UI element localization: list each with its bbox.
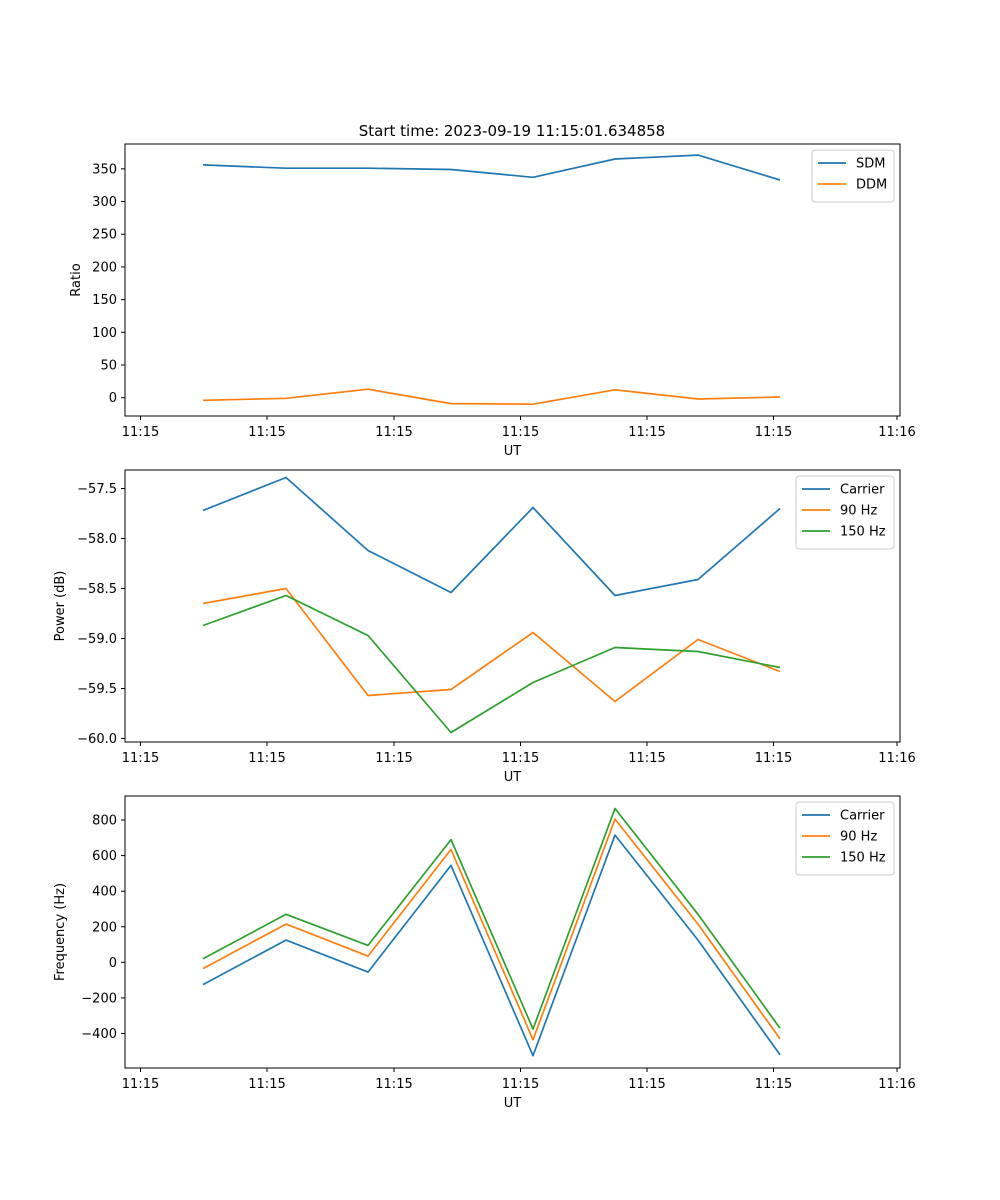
y-tick-label: −59.5 bbox=[77, 682, 117, 697]
x-tick-label: 11:15 bbox=[755, 425, 792, 440]
x-tick-label: 11:15 bbox=[122, 425, 159, 440]
axes-frame bbox=[124, 469, 901, 743]
x-tick-label: 11:15 bbox=[248, 751, 285, 766]
x-tick-label: 11:15 bbox=[375, 1077, 412, 1092]
legend-label: 150 Hz bbox=[840, 525, 886, 540]
x-axis-label: UT bbox=[504, 770, 522, 785]
y-axis-label: Power (dB) bbox=[53, 571, 68, 642]
legend-label: SDM bbox=[856, 157, 885, 172]
x-tick-label: 11:15 bbox=[628, 425, 665, 440]
y-tick-label: 150 bbox=[92, 293, 117, 308]
y-tick-label: 200 bbox=[92, 260, 117, 275]
y-tick-label: −400 bbox=[81, 1027, 117, 1042]
x-tick-label: 11:15 bbox=[502, 1077, 539, 1092]
x-tick-label: 11:15 bbox=[755, 751, 792, 766]
series-line-90-hz bbox=[202, 587, 781, 703]
legend-label: Carrier bbox=[840, 809, 885, 824]
x-tick-label: 11:16 bbox=[878, 1077, 915, 1092]
panel-3: −400 −200 0 200 400 600 800 11:15 11:15 11:15 11:1… bbox=[53, 795, 916, 1111]
x-tick-label: 11:15 bbox=[248, 425, 285, 440]
legend-label: Carrier bbox=[840, 483, 885, 498]
y-tick-label: −58.5 bbox=[77, 582, 117, 597]
chart-title: Start time: 2023-09-19 11:15:01.634858 bbox=[359, 122, 665, 140]
y-tick-label: 250 bbox=[92, 228, 117, 243]
series-line-150-hz bbox=[202, 594, 781, 734]
y-tick-label: −58.0 bbox=[77, 532, 117, 547]
series-line-90-hz bbox=[202, 818, 781, 1041]
x-tick-label: 11:15 bbox=[502, 425, 539, 440]
legend-label: DDM bbox=[856, 178, 887, 193]
y-axis-label: Frequency (Hz) bbox=[53, 883, 68, 981]
y-tick-label: −57.5 bbox=[77, 482, 117, 497]
y-tick-label: 600 bbox=[92, 849, 117, 864]
panel-2: −60.0 −59.5 −59.0 −58.5 −58.0 −57.5 11:15 11:15… bbox=[53, 469, 916, 785]
y-axis-label: Ratio bbox=[69, 263, 84, 296]
y-tick-label: 100 bbox=[92, 326, 117, 341]
x-tick-label: 11:15 bbox=[375, 425, 412, 440]
panel-1: 0 50 100 150 200 250 300 350 11:15 11:15 11:15 11:1… bbox=[69, 143, 916, 459]
series-line-sdm bbox=[202, 154, 781, 181]
x-tick-label: 11:16 bbox=[878, 425, 915, 440]
y-tick-label: 50 bbox=[100, 359, 117, 374]
y-tick-label: 300 bbox=[92, 195, 117, 210]
axes-frame bbox=[124, 143, 901, 417]
series-line-carrier bbox=[202, 834, 781, 1057]
x-tick-label: 11:15 bbox=[122, 751, 159, 766]
series-line-150-hz bbox=[202, 807, 781, 1030]
y-tick-label: 350 bbox=[92, 162, 117, 177]
y-tick-label: 400 bbox=[92, 885, 117, 900]
axes-frame bbox=[124, 795, 901, 1069]
x-tick-label: 11:15 bbox=[375, 751, 412, 766]
x-axis-label: UT bbox=[504, 444, 522, 459]
y-tick-label: 800 bbox=[92, 814, 117, 829]
x-tick-label: 11:15 bbox=[628, 1077, 665, 1092]
y-tick-label: 0 bbox=[109, 956, 117, 971]
y-tick-label: 200 bbox=[92, 920, 117, 935]
x-tick-label: 11:15 bbox=[502, 751, 539, 766]
legend-label: 90 Hz bbox=[840, 504, 877, 519]
x-tick-label: 11:15 bbox=[755, 1077, 792, 1092]
x-tick-label: 11:15 bbox=[628, 751, 665, 766]
legend-label: 150 Hz bbox=[840, 851, 886, 866]
plots: 0 50 100 150 200 250 300 350 11:15 11:15 11:15 11:1… bbox=[53, 143, 916, 1111]
y-tick-label: 0 bbox=[109, 391, 117, 406]
legend-label: 90 Hz bbox=[840, 830, 877, 845]
x-tick-label: 11:16 bbox=[878, 751, 915, 766]
x-tick-label: 11:15 bbox=[122, 1077, 159, 1092]
x-tick-label: 11:15 bbox=[248, 1077, 285, 1092]
y-tick-label: −60.0 bbox=[77, 732, 117, 747]
x-axis-label: UT bbox=[504, 1096, 522, 1111]
y-tick-label: −59.0 bbox=[77, 632, 117, 647]
y-tick-label: −200 bbox=[81, 991, 117, 1006]
series-line-carrier bbox=[202, 476, 781, 597]
series-line-ddm bbox=[202, 388, 781, 406]
